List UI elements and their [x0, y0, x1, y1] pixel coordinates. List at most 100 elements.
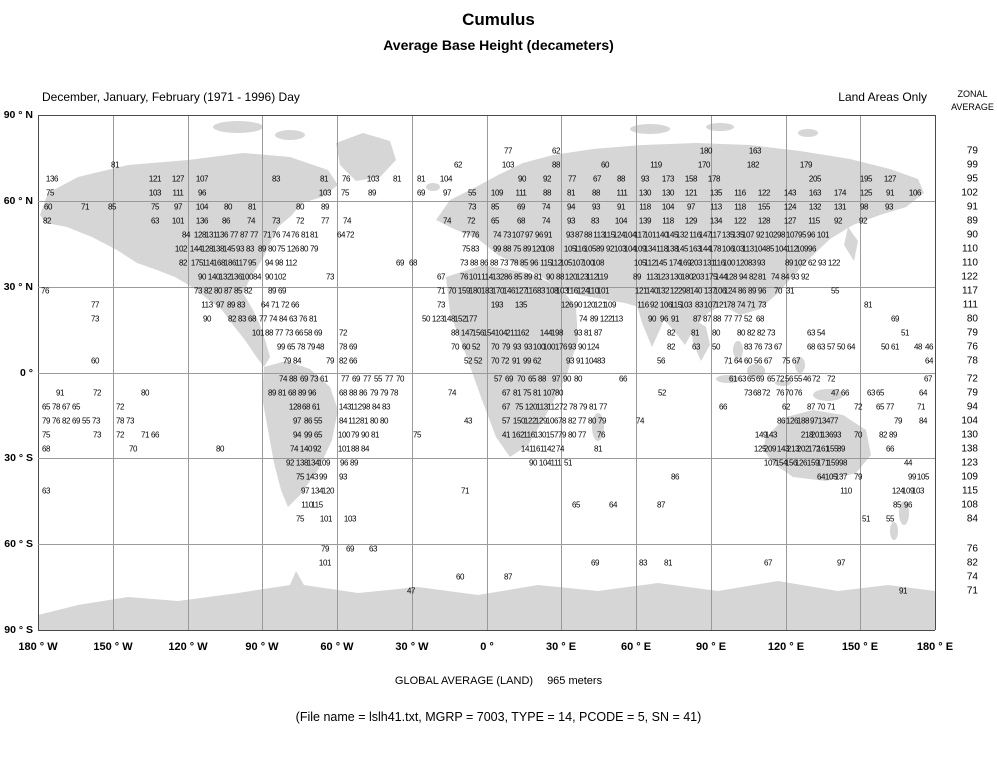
grid-line-horizontal: [38, 544, 935, 545]
grid-value: 107: [511, 230, 525, 240]
grid-value: 88: [551, 160, 561, 170]
grid-value: 55: [830, 286, 840, 296]
grid-value: 69: [504, 374, 514, 384]
grid-value: 78: [338, 342, 348, 352]
grid-value: 90: [517, 174, 527, 184]
map-plot-area: 77 62 180 163 81 62 103 88 60 119 170 182 179 136 121 1…: [38, 115, 936, 631]
grid-value: 112: [550, 258, 562, 268]
landmass-new-zealand: [899, 501, 909, 525]
grid-value: 81: [690, 328, 700, 338]
zonal-average-value: 74: [966, 571, 978, 583]
grid-value: 60: [90, 356, 100, 366]
grid-value: 93: [817, 258, 827, 268]
grid-value: 127: [883, 174, 897, 184]
grid-value: 101: [319, 514, 333, 524]
grid-value: 72: [775, 374, 785, 384]
grid-value: 79: [557, 430, 567, 440]
grid-value: 48: [315, 342, 325, 352]
grid-value: 96: [534, 230, 544, 240]
grid-line-vertical: [113, 115, 114, 630]
grid-value: 82: [227, 314, 237, 324]
zonal-average-value: 79: [966, 327, 978, 339]
grid-value: 72: [115, 402, 125, 412]
grid-value: 93: [790, 272, 800, 282]
grid-value: 89: [888, 430, 898, 440]
grid-value: 115: [670, 300, 682, 310]
landmass-madagascar: [592, 413, 604, 441]
grid-value: 71: [826, 402, 836, 412]
grid-value: 96: [903, 500, 913, 510]
grid-value: 85: [892, 500, 902, 510]
grid-value: 161: [816, 444, 830, 454]
grid-value: 150: [512, 416, 526, 426]
grid-value: 175: [704, 272, 718, 282]
grid-value: 101: [816, 230, 830, 240]
grid-line-horizontal: [38, 630, 935, 631]
grid-value: 65: [875, 388, 885, 398]
grid-value: 82: [42, 216, 52, 226]
grid-value: 77: [362, 374, 372, 384]
grid-value: 140: [299, 444, 313, 454]
grid-value: 103: [343, 514, 357, 524]
grid-value: 46: [802, 374, 812, 384]
grid-value: 86: [503, 272, 513, 282]
grid-value: 72: [826, 374, 836, 384]
grid-value: 162: [511, 430, 525, 440]
grid-value: 213: [786, 444, 800, 454]
landmass-arctic-island: [213, 121, 263, 133]
grid-value: 113: [611, 314, 623, 324]
grid-value: 80: [567, 430, 577, 440]
grid-value: 72: [500, 356, 510, 366]
grid-value: 62: [551, 146, 561, 156]
grid-value: 62: [453, 160, 463, 170]
grid-value: 83: [590, 216, 600, 226]
grid-value: 80: [140, 388, 150, 398]
grid-value: 113: [646, 272, 658, 282]
grid-value: 90: [562, 374, 572, 384]
grid-value: 85: [765, 244, 775, 254]
world-map-background: [38, 121, 935, 630]
grid-value: 109: [490, 188, 504, 198]
grid-value: 81: [566, 188, 576, 198]
grid-value: 157: [545, 430, 559, 440]
grid-value: 70: [853, 430, 863, 440]
grid-value: 83: [536, 286, 546, 296]
grid-value: 112: [348, 416, 360, 426]
grid-value: 50: [880, 342, 890, 352]
grid-value: 162: [516, 328, 530, 338]
grid-line-vertical: [188, 115, 189, 630]
grid-value: 93: [832, 430, 842, 440]
grid-value: 79: [309, 244, 319, 254]
grid-value: 143: [338, 402, 352, 412]
grid-value: 134: [643, 244, 657, 254]
grid-lines-layer: [38, 115, 936, 631]
grid-value: 51: [861, 514, 871, 524]
grid-value: 68: [752, 388, 762, 398]
zonal-header-line1: ZONAL: [957, 89, 988, 99]
grid-value: 118: [639, 202, 651, 212]
grid-value: 83: [638, 558, 648, 568]
zonal-average-value: 82: [966, 557, 978, 569]
grid-value: 143: [305, 472, 319, 482]
grid-value: 122: [757, 188, 771, 198]
grid-value: 67: [763, 558, 773, 568]
grid-value: 74: [492, 230, 502, 240]
grid-value: 130: [533, 430, 547, 440]
grid-value: 55: [793, 374, 803, 384]
grid-value: 114: [202, 258, 214, 268]
grid-value: 136: [45, 174, 59, 184]
grid-value: 73: [92, 430, 102, 440]
lat-axis-label: 30 ° N: [3, 281, 33, 293]
zonal-average-value: 122: [961, 271, 978, 283]
grid-value: 112: [285, 258, 297, 268]
grid-value: 116: [523, 430, 535, 440]
grid-value: 47: [406, 586, 416, 596]
grid-value: 58: [303, 328, 313, 338]
grid-value: 69: [416, 188, 426, 198]
grid-value: 83: [694, 300, 704, 310]
grid-value: 86: [358, 388, 368, 398]
grid-value: 88: [583, 230, 593, 240]
grid-value: 80: [223, 202, 233, 212]
grid-value: 79: [350, 430, 360, 440]
zonal-average-value: 95: [966, 173, 978, 185]
